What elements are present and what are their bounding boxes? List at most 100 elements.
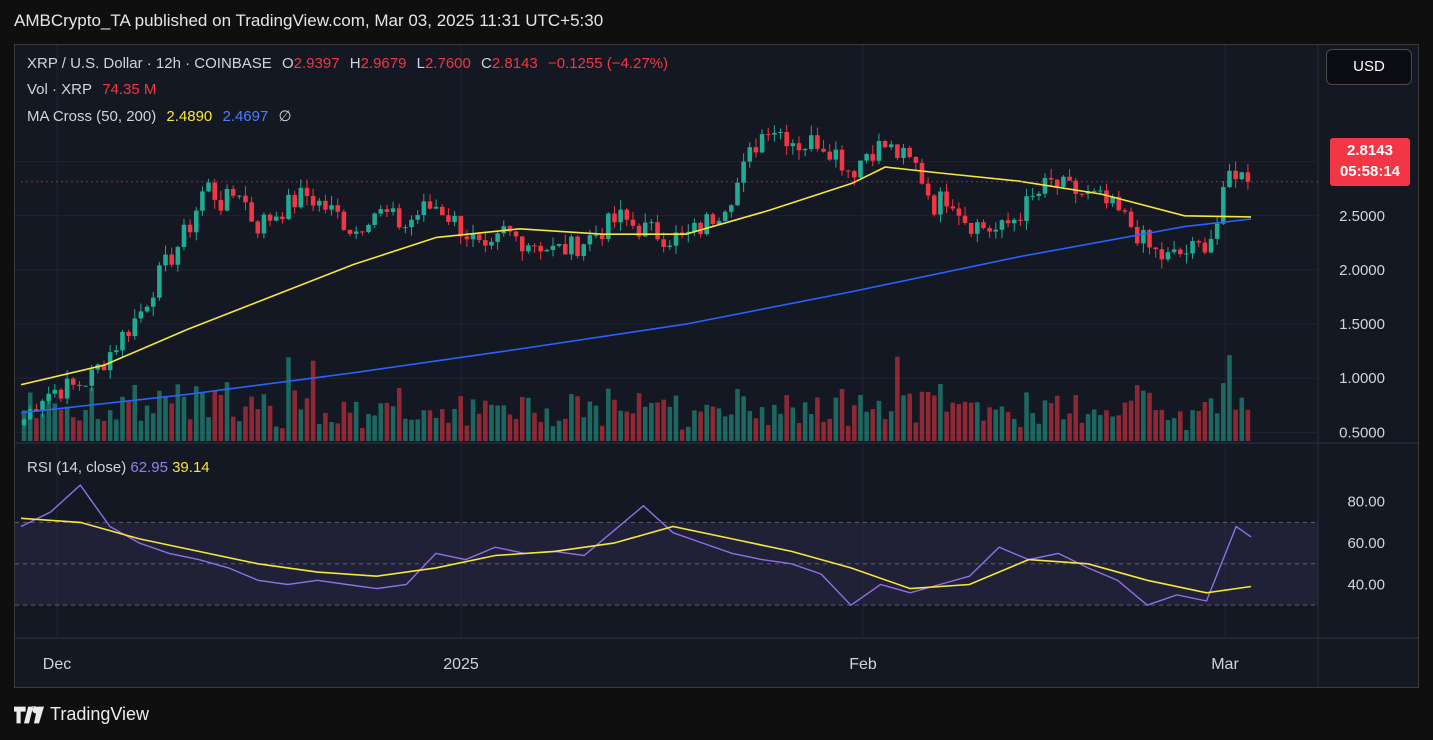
volume-bar: [809, 414, 814, 441]
candle-body: [901, 147, 906, 158]
candle-body: [784, 132, 789, 147]
candle-body: [58, 389, 64, 399]
candle-body: [1030, 195, 1035, 197]
volume-bar: [753, 418, 759, 441]
candle-body: [452, 215, 457, 222]
volume-bar: [1024, 392, 1029, 441]
candle-body: [470, 234, 476, 240]
volume-bar: [999, 406, 1005, 441]
candle-body: [1196, 241, 1201, 243]
chart-frame[interactable]: 3.00002.50002.00001.50001.00000.5000Dec2…: [14, 44, 1419, 688]
candle-body: [206, 182, 211, 192]
candle-body: [519, 236, 525, 252]
ma-cross-label[interactable]: MA Cross (50, 200): [27, 108, 157, 125]
candle-body: [415, 215, 420, 220]
volume-bar: [1067, 413, 1072, 441]
ma50-value: 2.4890: [166, 108, 213, 125]
candle-body: [575, 236, 580, 256]
volume-bar: [1036, 423, 1042, 441]
currency-button[interactable]: USD: [1326, 49, 1412, 85]
volume-bar: [273, 426, 279, 441]
open-value: 2.9397: [293, 55, 340, 72]
candle-body: [821, 148, 826, 152]
rsi-label[interactable]: RSI (14, close): [27, 459, 127, 476]
candle-body: [950, 206, 955, 209]
candle-body: [409, 219, 414, 228]
volume-bar: [1159, 409, 1165, 441]
volume-bar: [169, 403, 174, 441]
volume-bar: [538, 422, 543, 441]
volume-bar: [1214, 413, 1220, 441]
candle-body: [212, 182, 217, 200]
candle-body: [1239, 172, 1245, 180]
low-label: L: [416, 55, 425, 72]
volume-bar: [34, 418, 39, 441]
candle-body: [1214, 223, 1220, 239]
candle-body: [286, 194, 291, 220]
volume-bar: [950, 402, 955, 441]
volume-bar: [938, 383, 943, 441]
candle-body: [1184, 253, 1189, 255]
last-price-tag: 2.8143 05:58:14: [1330, 138, 1410, 186]
candle-body: [944, 191, 949, 207]
candle-body: [686, 231, 691, 233]
candle-body: [710, 214, 716, 224]
volume-bar: [606, 388, 611, 441]
symbol-label[interactable]: XRP / U.S. Dollar · 12h · COINBASE: [27, 55, 272, 72]
candle-body: [513, 231, 519, 237]
candle-body: [1036, 193, 1042, 196]
candle-body: [144, 306, 150, 312]
volume-bar: [181, 396, 187, 441]
candle-body: [1091, 191, 1097, 193]
volume-bar: [919, 391, 925, 441]
volume-bar: [175, 384, 181, 441]
candle-body: [1202, 242, 1208, 253]
volume-bar: [698, 411, 703, 441]
volume-bar: [827, 418, 832, 441]
volume-bar: [1011, 418, 1017, 441]
volume-bar: [741, 396, 746, 441]
volume-bar: [224, 382, 230, 441]
candle-body: [563, 244, 568, 255]
volume-bar: [107, 410, 113, 441]
ma-cross-legend: MA Cross (50, 200) 2.4890 2.4697 ∅: [27, 107, 298, 125]
volume-bar: [194, 386, 199, 441]
volume-bar: [1018, 426, 1023, 441]
candle-body: [169, 254, 174, 265]
volume-bar: [464, 425, 470, 441]
volume-bar: [261, 394, 267, 441]
candle-body: [157, 265, 162, 298]
volume-bar: [1239, 397, 1245, 441]
volume-bar: [1245, 409, 1251, 441]
candle-body: [630, 219, 636, 226]
volume-bar: [218, 394, 224, 441]
time-tick-label: Mar: [1211, 656, 1239, 673]
volume-bar: [384, 402, 390, 441]
candle-body: [587, 235, 593, 245]
volume-bar: [618, 410, 623, 441]
footer-brand[interactable]: TradingView: [50, 704, 150, 724]
volume-bar: [532, 412, 537, 441]
high-label: H: [349, 55, 361, 72]
price-tick-label: 2.5000: [1339, 208, 1385, 225]
volume-bar: [710, 406, 716, 441]
rsi-line: [20, 484, 1252, 607]
candle-body: [440, 206, 445, 216]
time-tick-label: 2025: [443, 656, 479, 673]
volume-bar: [1079, 422, 1085, 441]
volume-bar: [489, 404, 494, 441]
candle-body: [77, 384, 82, 386]
volume-bar: [692, 410, 697, 441]
volume-label[interactable]: Vol · XRP: [27, 81, 93, 98]
candle-body: [538, 245, 543, 252]
candle-body: [809, 135, 814, 150]
chart-canvas[interactable]: 3.00002.50002.00001.50001.00000.5000Dec2…: [15, 45, 1418, 687]
volume-bar: [483, 400, 488, 441]
candle-body: [323, 200, 328, 210]
candle-body: [403, 227, 408, 229]
volume-bar: [1171, 418, 1177, 441]
volume-bar: [765, 425, 771, 441]
volume-bar: [114, 419, 119, 441]
volume-bar: [815, 397, 820, 441]
candle-body: [679, 232, 685, 234]
